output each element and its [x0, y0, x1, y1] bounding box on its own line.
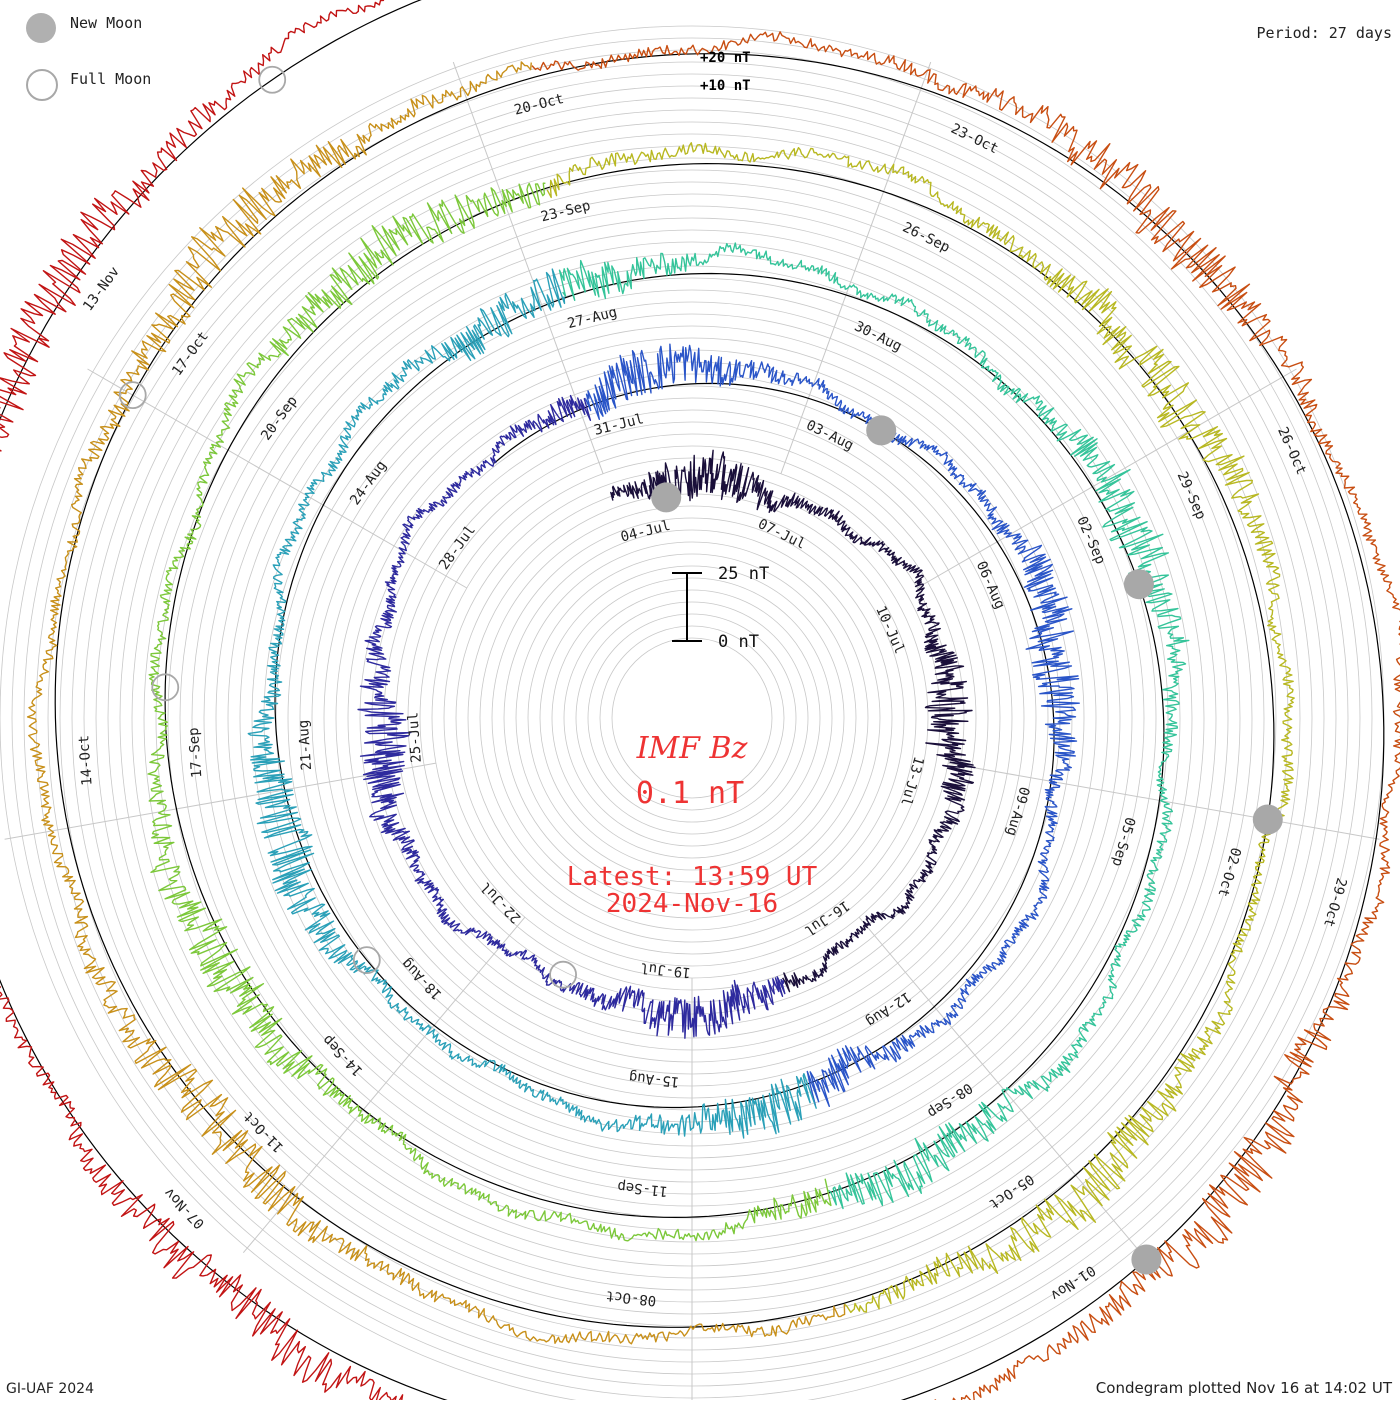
date-label: 08-Oct [605, 1287, 657, 1308]
new-moon-marker [1123, 569, 1154, 600]
date-label: 14-Oct [76, 735, 95, 787]
grid-circle [599, 625, 785, 811]
grid-circle [455, 481, 929, 955]
date-label: 13-Nov [80, 264, 123, 314]
date-label: 02-Sep [1073, 514, 1108, 567]
date-label: 13-Jul [897, 754, 926, 807]
full-moon-marker [549, 960, 577, 989]
grid-circle [611, 637, 773, 799]
new-moon-marker [1131, 1244, 1162, 1275]
date-label: 16-Jul [801, 897, 852, 939]
radial-spoke [4, 762, 437, 840]
date-label: 12-Aug [863, 988, 914, 1030]
full-moon-marker [352, 946, 381, 974]
radial-spoke [916, 368, 1297, 589]
series-line [147, 182, 832, 1242]
series-line [357, 394, 786, 1039]
full-moon-legend-label: Full Moon [70, 70, 152, 88]
grid-circle [527, 553, 857, 883]
grid-circle [551, 577, 833, 859]
date-label: 30-Aug [852, 318, 904, 355]
series-line [584, 343, 1080, 1107]
ring-scale-labels: +20 nT +10 nT [700, 50, 751, 94]
grid-circle [539, 565, 845, 871]
date-label: 17-Sep [186, 727, 205, 779]
chart-title: IMF Bz [636, 731, 748, 766]
series-line [610, 449, 976, 993]
date-label: 18-Aug [399, 955, 446, 1002]
date-label: 31-Jul [592, 411, 645, 439]
date-label: 01-Nov [1047, 1262, 1098, 1304]
date-label: 04-Jul [619, 518, 672, 546]
new-moon-marker [651, 482, 682, 513]
date-label: 02-Oct [1214, 845, 1243, 898]
series-line [558, 242, 1190, 1210]
grid-circle [383, 409, 1001, 1027]
footer-credit: GI-UAF 2024 [6, 1381, 94, 1397]
date-label: 10-Jul [872, 604, 907, 657]
full-moon-marker [118, 381, 147, 410]
moon-marker-layer [118, 65, 1283, 1275]
date-label: 03-Aug [804, 417, 856, 454]
date-label: 07-Nov [161, 1184, 208, 1231]
date-label: 11-Sep [617, 1178, 669, 1199]
grid-circle [515, 541, 869, 895]
series-line [0, 0, 404, 1404]
grid-circle [479, 505, 905, 931]
date-label: 25-Jul [405, 712, 424, 764]
series-line [26, 61, 846, 1345]
grid-circle [587, 613, 797, 823]
latest-date: 2024-Nov-16 [606, 889, 778, 919]
date-label: 08-Sep [924, 1079, 975, 1121]
current-value: 0.1 nT [636, 776, 744, 811]
ring-scale-label-10: +10 nT [700, 78, 751, 94]
date-label: 28-Jul [436, 522, 479, 572]
date-label: 29-Oct [1320, 876, 1349, 929]
latest-time: Latest: 13:59 UT [567, 862, 818, 892]
ring-scale-label-20: +20 nT [700, 50, 751, 66]
footer-plot-time: Condegram plotted Nov 16 at 14:02 UT [1095, 1379, 1392, 1397]
grid-circle [491, 517, 893, 919]
date-label: 27-Aug [566, 304, 619, 332]
date-label: 05-Oct [986, 1171, 1037, 1213]
date-label: 14-Sep [320, 1031, 367, 1078]
scale-bar-top-label: 25 nT [718, 564, 769, 584]
date-label: 26-Sep [900, 220, 952, 257]
new-moon-legend-icon [26, 13, 56, 43]
date-label: 21-Aug [296, 719, 315, 771]
date-label: 20-Oct [513, 91, 566, 119]
date-label: 29-Sep [1174, 469, 1209, 522]
period-label: Period: 27 days [1256, 24, 1392, 42]
grid-circle [443, 469, 941, 967]
grid-circle [503, 529, 881, 907]
series-line [531, 31, 1400, 1404]
scale-bar: 25 nT 0 nT [672, 564, 769, 652]
series-line [247, 268, 818, 1139]
scale-bar-bottom-label: 0 nT [718, 632, 759, 652]
series-line [546, 142, 1295, 1314]
radial-spoke [780, 61, 932, 474]
date-label: 09-Aug [1003, 785, 1032, 838]
date-label: 19-Jul [640, 959, 692, 980]
date-label: 22-Jul [478, 879, 525, 926]
full-moon-legend-icon [26, 69, 58, 101]
full-moon-marker [258, 65, 287, 94]
grid-circle [575, 601, 809, 835]
date-label: 24-Aug [347, 458, 390, 508]
grid-circle [395, 421, 989, 1015]
radial-spoke [242, 916, 526, 1254]
new-moon-marker [1252, 804, 1283, 835]
grid-circle [563, 589, 821, 847]
full-moon-marker [151, 673, 180, 702]
center-readout: IMF Bz 0.1 nT Latest: 13:59 UT 2024-Nov-… [567, 731, 818, 919]
new-moon-legend-label: New Moon [70, 14, 143, 32]
new-moon-marker [866, 415, 897, 446]
date-label: 15-Aug [628, 1068, 680, 1089]
radial-spoke [452, 61, 604, 474]
